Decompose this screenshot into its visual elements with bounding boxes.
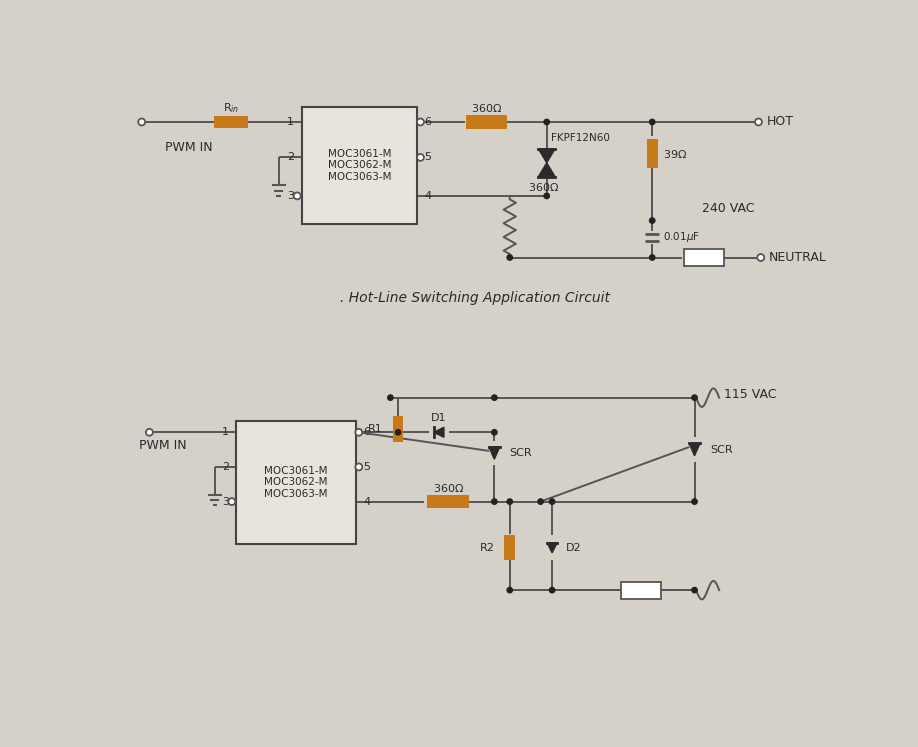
- Circle shape: [507, 587, 512, 593]
- Text: PWM IN: PWM IN: [139, 439, 186, 452]
- Polygon shape: [689, 444, 700, 456]
- Text: 115 VAC: 115 VAC: [723, 388, 777, 401]
- Text: 1: 1: [222, 427, 230, 437]
- Circle shape: [387, 395, 393, 400]
- Text: 360$\Omega$: 360$\Omega$: [528, 181, 559, 193]
- Circle shape: [229, 498, 235, 505]
- Circle shape: [396, 430, 401, 435]
- Text: MOC3061-M
MOC3062-M
MOC3063-M: MOC3061-M MOC3062-M MOC3063-M: [264, 465, 328, 499]
- Polygon shape: [489, 447, 499, 459]
- Text: R$_{in}$: R$_{in}$: [223, 102, 240, 115]
- Text: SCR: SCR: [509, 448, 532, 458]
- Circle shape: [507, 499, 512, 504]
- Text: 2: 2: [286, 152, 294, 162]
- Bar: [393, 416, 404, 442]
- Text: 39$\Omega$: 39$\Omega$: [663, 148, 688, 160]
- Text: LOAD: LOAD: [625, 585, 655, 595]
- Circle shape: [549, 499, 554, 504]
- Text: 6: 6: [425, 117, 431, 127]
- Circle shape: [692, 395, 698, 400]
- Circle shape: [755, 119, 762, 125]
- Text: D1: D1: [431, 413, 447, 424]
- Text: 3: 3: [222, 497, 230, 506]
- Text: HOT: HOT: [767, 116, 794, 128]
- Polygon shape: [434, 427, 444, 437]
- Circle shape: [417, 119, 424, 125]
- Text: 5: 5: [425, 152, 431, 162]
- Bar: [214, 116, 248, 128]
- Bar: [504, 536, 515, 560]
- Circle shape: [650, 218, 655, 223]
- Circle shape: [507, 255, 512, 260]
- Circle shape: [492, 430, 497, 435]
- Text: 4: 4: [424, 191, 431, 201]
- Bar: [428, 495, 469, 508]
- Text: R2: R2: [479, 543, 495, 553]
- Text: 0.01$\mu$F: 0.01$\mu$F: [663, 231, 700, 244]
- Text: MOC3061-M
MOC3062-M
MOC3063-M: MOC3061-M MOC3062-M MOC3063-M: [328, 149, 391, 182]
- Circle shape: [294, 193, 301, 199]
- Text: 360$\Omega$: 360$\Omega$: [471, 102, 502, 114]
- Circle shape: [146, 429, 153, 436]
- Circle shape: [544, 193, 549, 199]
- Bar: [647, 139, 657, 168]
- Text: R1: R1: [368, 424, 383, 434]
- Polygon shape: [547, 543, 557, 553]
- Circle shape: [650, 120, 655, 125]
- Text: 6: 6: [363, 427, 370, 437]
- Circle shape: [549, 587, 554, 593]
- Circle shape: [417, 154, 424, 161]
- Circle shape: [355, 429, 363, 436]
- Text: . Hot-Line Switching Application Circuit: . Hot-Line Switching Application Circuit: [341, 291, 610, 305]
- Circle shape: [692, 499, 698, 504]
- Circle shape: [492, 395, 497, 400]
- Bar: [302, 107, 418, 224]
- Text: 360$\Omega$: 360$\Omega$: [432, 482, 464, 494]
- Circle shape: [650, 255, 655, 260]
- Polygon shape: [538, 149, 555, 163]
- Circle shape: [355, 463, 363, 471]
- Text: 2: 2: [222, 462, 230, 472]
- Text: 240 VAC: 240 VAC: [702, 202, 755, 215]
- Text: 4: 4: [363, 497, 370, 506]
- Circle shape: [492, 499, 497, 504]
- Polygon shape: [538, 163, 555, 176]
- Text: NEUTRAL: NEUTRAL: [769, 251, 827, 264]
- Text: 5: 5: [363, 462, 370, 472]
- Bar: [621, 582, 661, 598]
- Text: 1: 1: [286, 117, 294, 127]
- Bar: [465, 116, 508, 128]
- Text: D2: D2: [566, 543, 582, 553]
- Text: FKPF12N60: FKPF12N60: [551, 133, 610, 143]
- Circle shape: [544, 120, 549, 125]
- Text: 3: 3: [286, 191, 294, 201]
- Bar: [237, 421, 356, 544]
- Circle shape: [139, 119, 145, 125]
- Bar: [684, 249, 723, 266]
- Circle shape: [692, 587, 698, 593]
- Text: LOAD: LOAD: [688, 252, 719, 262]
- Text: SCR: SCR: [710, 444, 733, 455]
- Text: PWM IN: PWM IN: [165, 141, 212, 154]
- Circle shape: [538, 499, 543, 504]
- Circle shape: [757, 254, 764, 261]
